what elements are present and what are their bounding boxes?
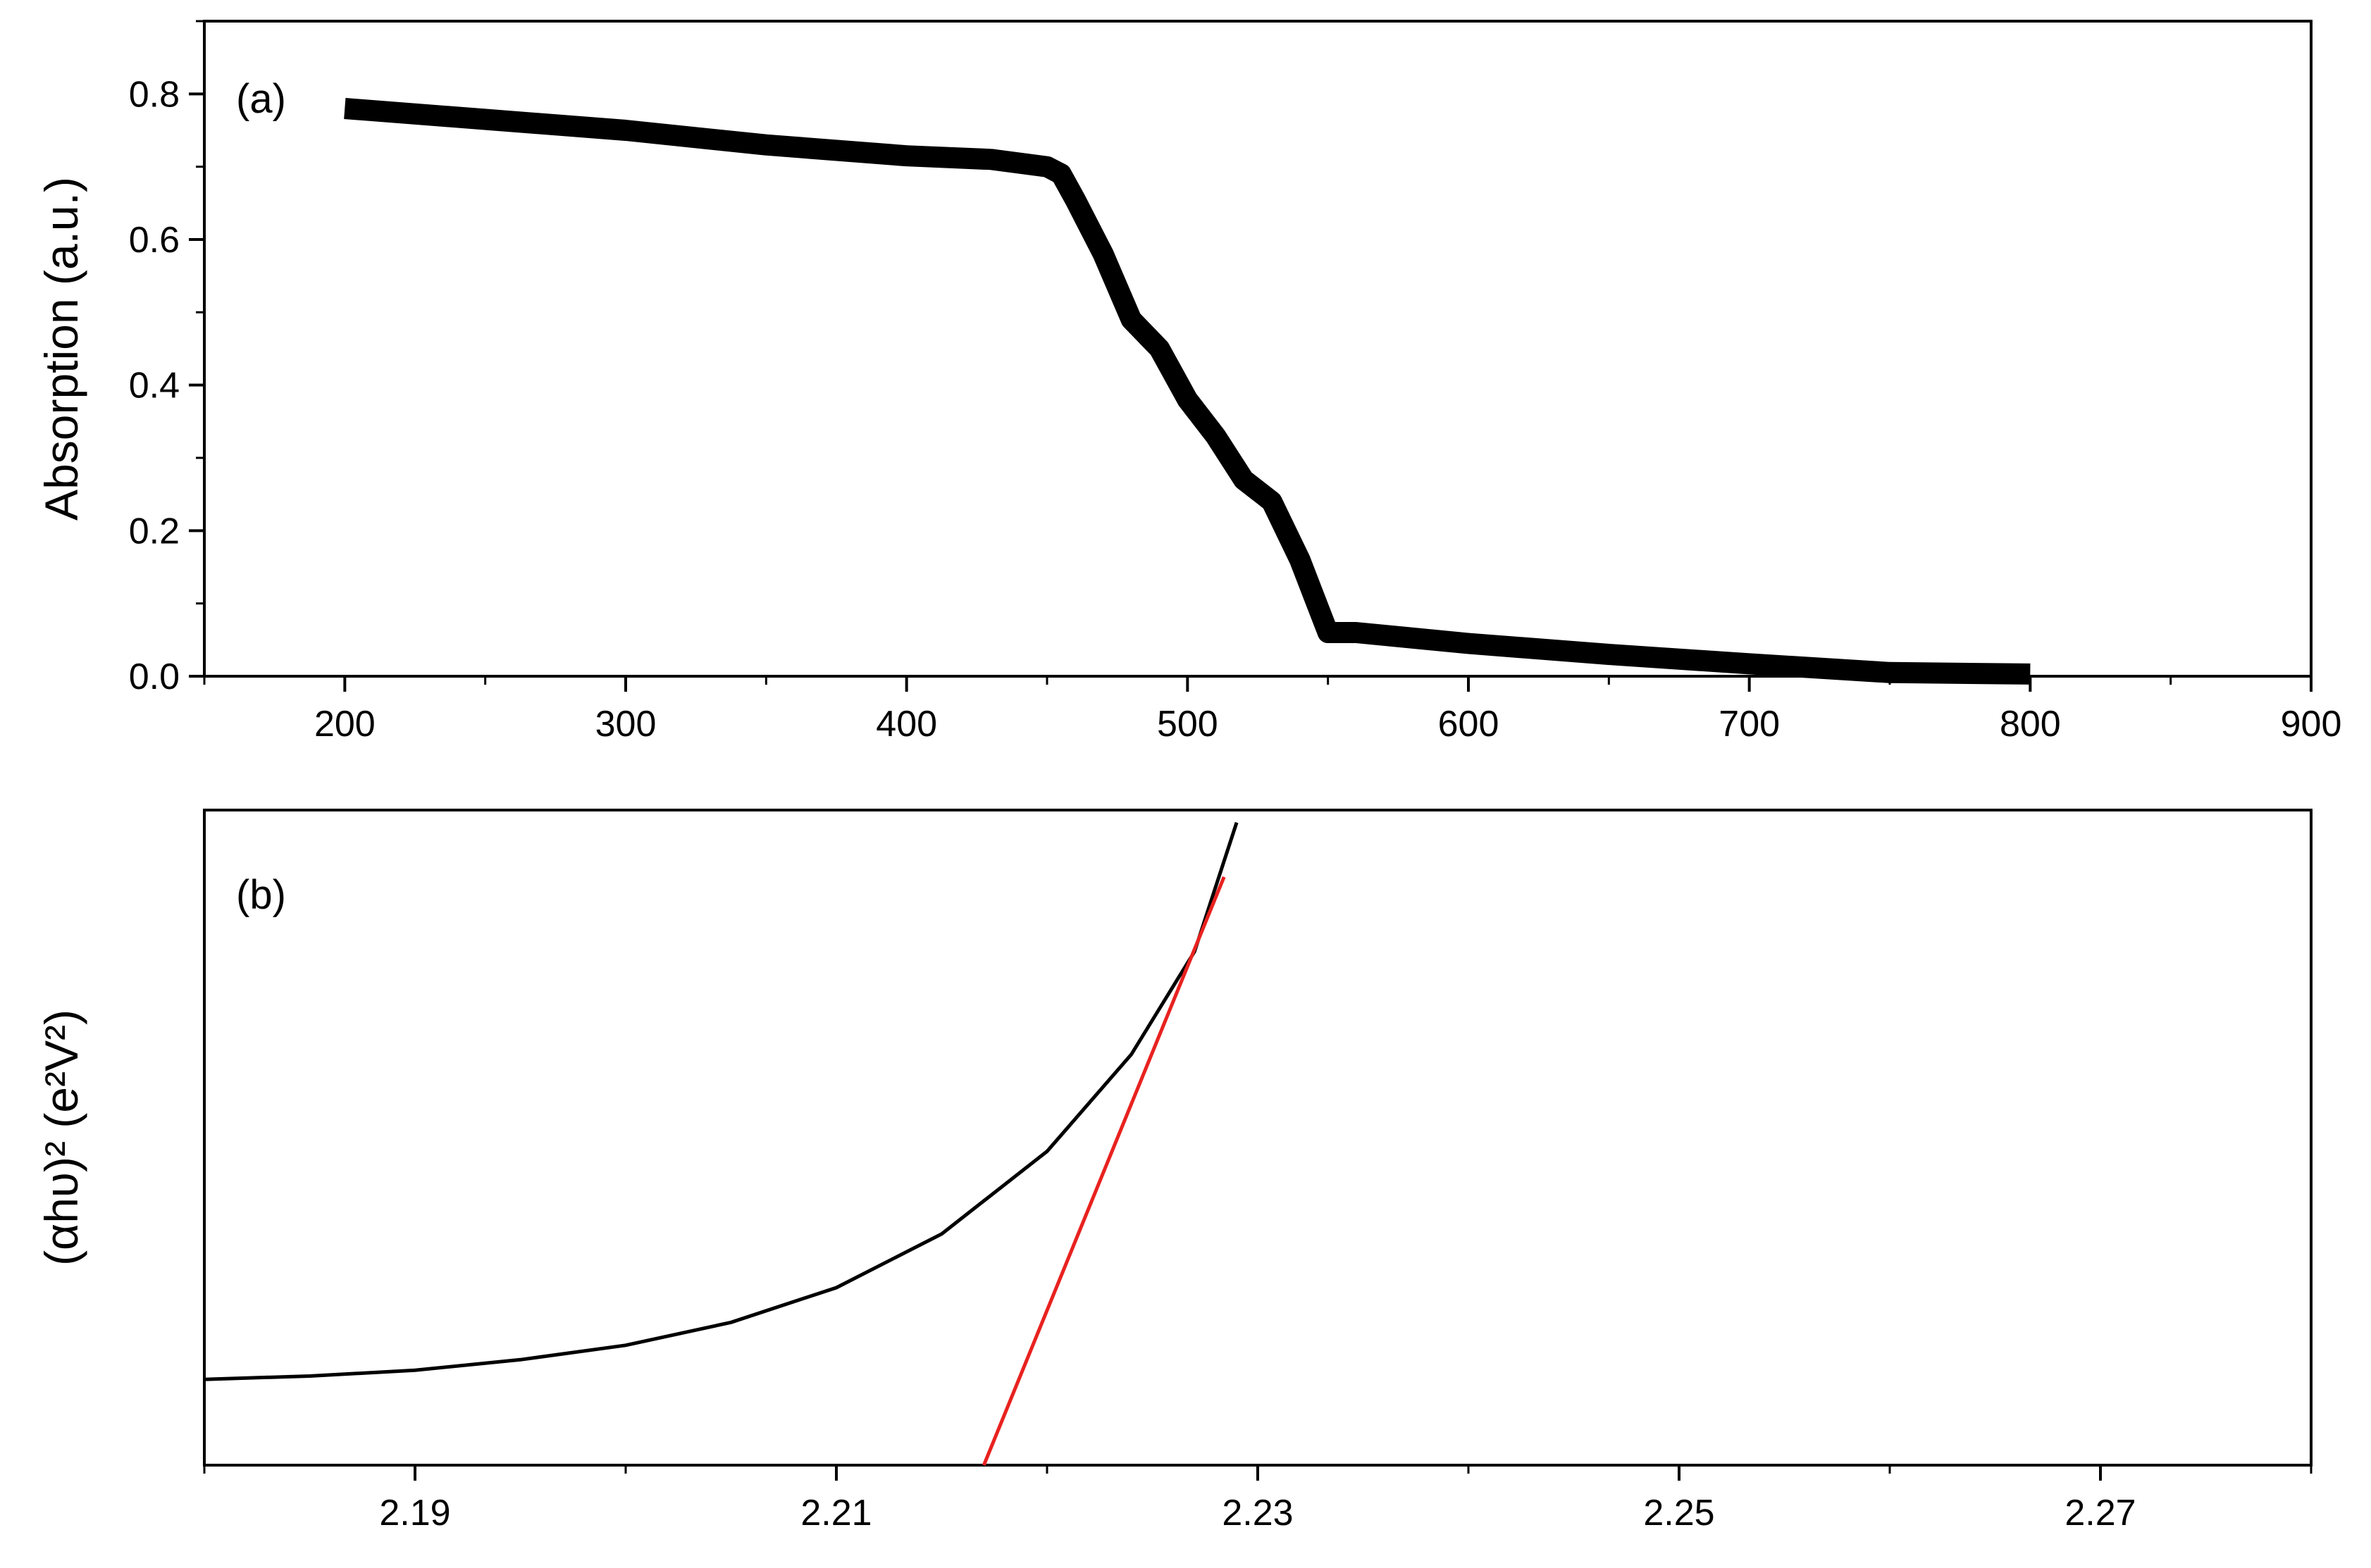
panel-a-x-tick-label: 700 — [1719, 704, 1780, 745]
panel-a-y-axis-title: Absorption (a.u.) — [35, 177, 87, 521]
panel-a-y-tick-label: 0.2 — [129, 511, 180, 552]
panel-a-x-tick-label: 600 — [1438, 704, 1499, 745]
panel-a-frame — [203, 20, 2313, 678]
panel-b-x-tick-label: 2.23 — [1222, 1493, 1293, 1533]
panel-a-y-axis: 0.0 0.2 0.4 0.6 0.8 — [129, 20, 204, 697]
panel-a-x-tick-label: 300 — [595, 704, 657, 745]
panel-b-frame — [203, 809, 2313, 1467]
panel-a-x-tick-label: 500 — [1157, 704, 1218, 745]
panel-a-label: (a) — [236, 76, 286, 122]
panel-a-y-tick-label: 0.0 — [129, 657, 180, 697]
panel-b-x-tick-label: 2.19 — [379, 1493, 450, 1533]
panel-b-x-tick-label: 2.25 — [1643, 1493, 1714, 1533]
panel-a-x-tick-label: 900 — [2281, 704, 2342, 745]
panel-a-x-tick-label: 400 — [876, 704, 937, 745]
panel-b-tangent-line — [982, 876, 1226, 1466]
panel-b-x-tick-label: 2.21 — [800, 1493, 872, 1533]
panel-a-x-axis: 200 300 400 500 600 700 800 900 — [203, 676, 2342, 745]
panel-a-x-tick-label: 200 — [314, 704, 376, 745]
panel-b-x-axis: 2.19 2.21 2.23 2.25 2.27 — [203, 1465, 2313, 1533]
panel-b: 2.19 2.21 2.23 2.25 2.27 (b) (αhυ)² (e²V²) — [35, 809, 2313, 1533]
panel-b-tauc-curve — [204, 821, 1239, 1381]
panel-a-absorption-curve — [344, 98, 2031, 685]
panel-a-y-tick-label: 0.6 — [129, 220, 180, 261]
panel-a-y-tick-label: 0.4 — [129, 366, 180, 406]
panel-a: 200 300 400 500 600 700 800 900 0.0 0.2 0.4 0.6 0.8… — [35, 20, 2342, 745]
panel-a-x-tick-label: 800 — [2000, 704, 2061, 745]
panel-b-y-axis-title: (αhυ)² (e²V²) — [35, 1009, 87, 1266]
panel-b-label: (b) — [236, 872, 286, 918]
panel-b-x-tick-label: 2.27 — [2064, 1493, 2136, 1533]
panel-a-y-tick-label: 0.8 — [129, 74, 180, 115]
